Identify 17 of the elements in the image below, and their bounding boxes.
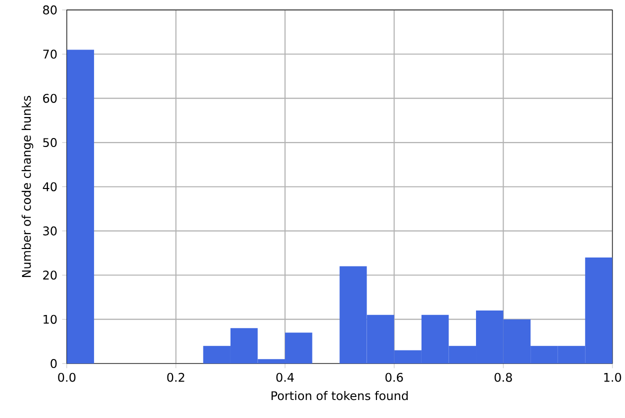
x-tick-label: 1.0: [604, 372, 622, 382]
y-tick-label: 50: [43, 138, 57, 147]
y-tick-label: 60: [43, 94, 57, 103]
y-tick-label: 20: [43, 270, 57, 280]
x-tick-label: 0.4: [276, 372, 294, 382]
y-tick-label: 40: [42, 182, 57, 192]
x-tick-label: 0.0: [58, 372, 76, 382]
x-tick-label: 0.8: [494, 372, 512, 382]
y-tick-label: 0: [50, 358, 57, 368]
x-tick-label: 0.2: [167, 372, 184, 382]
x-axis-title: Portion of tokens found: [272, 390, 408, 400]
y-tick-label: 30: [43, 226, 57, 236]
y-tick-label: 80: [43, 5, 57, 14]
x-tick-label: 0.6: [385, 372, 403, 382]
y-tick-label: 10: [44, 314, 57, 324]
y-axis-title: Number of code change hunks: [22, 96, 34, 277]
y-tick-label: 70: [43, 50, 57, 59]
